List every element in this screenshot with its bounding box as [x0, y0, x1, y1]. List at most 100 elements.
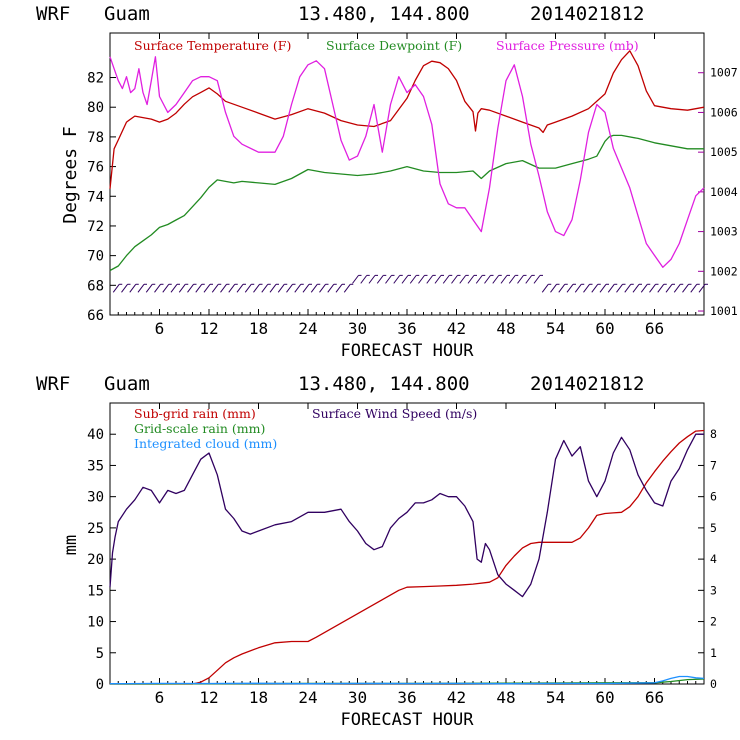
y-tick-label: 30 [87, 490, 104, 506]
panel2-legend: Sub-grid rain (mm) Grid-scale rain (mm) … [134, 406, 477, 451]
wind-barb-staff [277, 283, 285, 293]
wind-barb-staff [451, 275, 458, 284]
wind-barb-staff [244, 283, 252, 293]
surface-wind-speed-line [109, 433, 704, 598]
integrated-cloud-line [109, 675, 705, 685]
wind-barb-staff [112, 283, 120, 293]
wind-barb-staff [698, 283, 706, 293]
wind-barb-staff [574, 283, 582, 293]
legend-subgrid-rain: Sub-grid rain (mm) [134, 406, 256, 421]
panel1-frame [109, 32, 705, 316]
x-tick-label: 60 [595, 319, 614, 338]
wind-barb-staff [624, 283, 632, 293]
legend-gridscale-rain: Grid-scale rain (mm) [134, 421, 265, 436]
wind-barb-staff [418, 275, 425, 284]
wind-barb-staff [591, 283, 599, 293]
x-tick-label: 18 [249, 319, 268, 338]
wind-barb-staff [492, 275, 500, 284]
wind-barb-staff [352, 275, 359, 284]
wind-barb-staff [195, 283, 203, 293]
wind-barb-staff [228, 283, 236, 293]
wind-barb-staff [294, 283, 302, 293]
wind-barb-staff [286, 283, 293, 293]
wind-barb-staff [409, 275, 417, 284]
wind-barb-staff [269, 283, 277, 293]
panel1-location: Guam [104, 3, 150, 25]
wind-barb-staff [583, 283, 590, 293]
x-tick-label: 42 [447, 688, 466, 707]
wind-barb-staff [319, 283, 326, 293]
x-tick-label: 36 [397, 688, 416, 707]
y2-tick-label: 7 [710, 458, 717, 472]
wind-barb-staff [360, 275, 368, 284]
panel1-wind-barbs [112, 274, 708, 293]
y2-tick-label: 1007 [710, 66, 738, 80]
y2-tick-label: 8 [710, 427, 717, 441]
wind-barb-staff [682, 283, 689, 293]
wind-barb-staff [121, 283, 128, 293]
panel2-axes: 6 12 18 24 30 36 42 48 54 60 660510152025303540012… [87, 403, 717, 707]
x-tick-label: 66 [645, 688, 664, 707]
y-tick-label: 25 [87, 521, 104, 537]
x-tick-label: 24 [298, 688, 317, 707]
x-tick-label: 6 [155, 688, 165, 707]
y2-tick-label: 2 [710, 615, 717, 629]
x-tick-label: 48 [496, 319, 515, 338]
wind-barb-staff [459, 275, 467, 284]
y-tick-label: 74 [87, 189, 104, 205]
legend-surface-wind-speed: Surface Wind Speed (m/s) [312, 406, 477, 421]
wind-barb-staff [632, 283, 640, 293]
wind-barb-staff [550, 283, 557, 293]
wind-barb-staff [533, 275, 541, 284]
wind-barb-staff [335, 283, 343, 293]
y-tick-label: 0 [96, 677, 104, 693]
surface-pressure-line [109, 56, 705, 268]
y-tick-label: 72 [87, 219, 104, 235]
x-tick-label: 66 [645, 319, 664, 338]
wind-barb-staff [236, 283, 244, 293]
panel1-y-axis-label: Degrees F [60, 126, 81, 224]
panel2-series [109, 429, 705, 685]
wind-barb-staff [162, 283, 170, 293]
legend-surface-dewpoint: Surface Dewpoint (F) [326, 38, 462, 53]
y-tick-label: 76 [87, 160, 104, 176]
wind-barb-staff [665, 283, 673, 293]
panel1-axes: 6 12 18 24 30 36 42 48 54 60 66 66 68 70 72 74 76 78 80 82 1… [87, 33, 738, 338]
panel2-coords: 13.480, 144.800 [298, 373, 470, 395]
panel1-x-axis-label: FORECAST HOUR [340, 341, 474, 361]
x-tick-label: 54 [546, 319, 565, 338]
wind-barb-staff [178, 283, 186, 293]
y-tick-label: 15 [87, 583, 104, 599]
legend-surface-pressure: Surface Pressure (mb) [496, 38, 639, 53]
wind-barb-staff [376, 275, 384, 284]
y-tick-label: 5 [96, 646, 104, 662]
wind-barb-staff [393, 275, 401, 284]
x-tick-label: 60 [595, 688, 614, 707]
wind-barb-staff [401, 275, 409, 284]
panel2-model: WRF [36, 373, 70, 395]
wind-barb-staff [310, 283, 318, 293]
panel2-x-axis-label: FORECAST HOUR [340, 710, 474, 730]
wind-barb-staff [599, 283, 607, 293]
wind-barb-staff [607, 283, 615, 293]
y2-tick-label: 1001 [710, 304, 738, 318]
wind-barb-staff [220, 283, 227, 293]
panel2-init-time: 2014021812 [530, 373, 644, 395]
y-tick-label: 68 [87, 278, 104, 294]
wind-barb-staff [211, 283, 219, 293]
wind-barb-staff [541, 283, 549, 293]
y2-tick-label: 6 [710, 490, 717, 504]
y-tick-label: 78 [87, 130, 104, 146]
x-tick-label: 12 [199, 688, 218, 707]
x-tick-label: 24 [298, 319, 317, 338]
panel2-y-axis-label: mm [61, 535, 81, 555]
legend-integrated-cloud: Integrated cloud (mm) [134, 436, 277, 451]
surface-temperature-line [109, 50, 705, 189]
y2-tick-label: 1003 [710, 225, 738, 239]
y-tick-label: 35 [87, 458, 104, 474]
wind-barb-staff [187, 283, 194, 293]
y2-tick-label: 1002 [710, 264, 738, 278]
surface-dewpoint-line [109, 134, 704, 272]
y2-tick-label: 3 [710, 583, 717, 597]
